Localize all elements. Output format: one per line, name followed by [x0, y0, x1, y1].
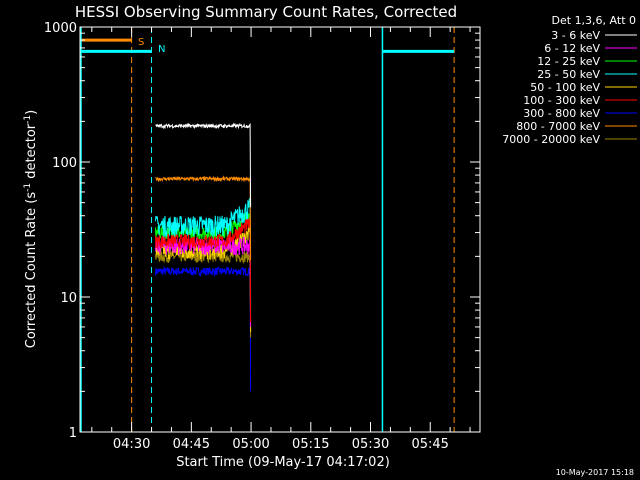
series-line-6 [155, 217, 252, 323]
x-tick-label: 05:45 [411, 437, 448, 452]
legend-title: Det 1,3,6, Att 0 [552, 14, 636, 27]
y-axis-label-main: Corrected Count Rate (s [24, 192, 39, 349]
legend-label: 50 - 100 keV [530, 81, 600, 94]
y-tick-label: 10 [60, 291, 77, 306]
marker-layer [80, 27, 455, 432]
x-tick-label: 04:45 [173, 437, 210, 452]
chart-title: HESSI Observing Summary Count Rates, Cor… [75, 3, 457, 21]
legend-label: 3 - 6 keV [551, 29, 600, 42]
series-line-8 [155, 175, 252, 261]
series-line-7 [155, 265, 252, 392]
series-line-1 [155, 122, 252, 208]
y-tick-label: 100 [52, 156, 77, 171]
legend-label: 12 - 25 keV [537, 55, 600, 68]
y-axis-label-sup1: -1 [23, 183, 33, 192]
legend-label: 7000 - 20000 keV [502, 133, 600, 146]
tick-layer: 04:30 04:45 05:00 05:15 05:30 05:45 1 10 100 1000 [44, 21, 480, 452]
legend-label: 100 - 300 keV [523, 94, 600, 107]
y-axis-label-mid: detector [24, 123, 39, 183]
legend-label: 6 - 12 keV [544, 42, 600, 55]
plot-frame [79, 26, 481, 433]
y-axis-label-end: ) [24, 110, 39, 115]
series-line-9 [155, 249, 252, 338]
series-line-4 [155, 197, 252, 307]
x-tick-label: 05:15 [292, 437, 329, 452]
series-layer [155, 122, 252, 392]
date-stamp: 10-May-2017 15:18 [556, 468, 634, 477]
legend-label: 25 - 50 keV [537, 68, 600, 81]
x-tick-label: 05:30 [352, 437, 389, 452]
legend-label: 800 - 7000 keV [516, 120, 600, 133]
y-axis-label: Corrected Count Rate (s-1 detector-1) [23, 110, 39, 348]
x-axis-label: Start Time (09-May-17 04:17:02) [176, 455, 390, 470]
y-tick-label: 1 [69, 426, 77, 441]
y-tick-label: 1000 [44, 21, 77, 36]
n-flag-label: N [158, 44, 165, 55]
x-tick-label: 05:00 [232, 437, 269, 452]
legend-label: 300 - 800 keV [523, 107, 600, 120]
s-flag-label: S [138, 37, 144, 48]
y-axis-label-sup2: -1 [23, 115, 33, 124]
x-tick-label: 04:30 [113, 437, 150, 452]
